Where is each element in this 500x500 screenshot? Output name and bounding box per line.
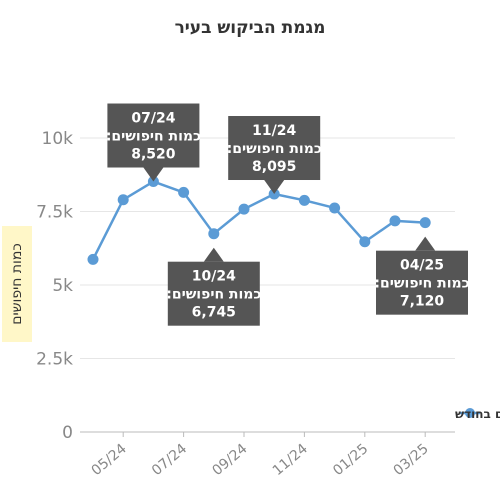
data-point [419,217,431,229]
tooltip-value: 6,745 [192,305,236,321]
tooltip-value: 8,095 [252,159,296,175]
data-point [389,215,401,227]
y-tick-label: 5k [52,276,73,296]
x-tick-label: 01/25 [330,441,371,479]
y-tick-label: 0 [62,423,73,443]
x-tick-label: 05/24 [89,441,130,479]
tooltip-box [376,250,468,315]
tooltip-date: 10/24 [192,269,236,285]
tooltip-pointer [203,247,224,262]
tooltip-label: כמות חיפושים: [227,141,322,157]
data-point [298,194,310,206]
data-point [329,202,341,214]
tooltip-label: כמות חיפושים: [166,287,261,303]
tooltip-box [107,103,200,168]
data-point [117,194,129,206]
x-tick-label: 03/25 [391,441,432,479]
tooltip-value: 7,120 [400,294,445,310]
tooltip-box [167,261,260,326]
legend-marker [465,408,475,418]
x-tick-label: 07/24 [149,441,190,479]
tooltip-box [228,116,321,181]
legend-label: חיפושים בחודש [455,407,500,421]
tooltip: 04/25 כמות חיפושים: 7,120 [374,236,470,315]
tooltip-label: כמות חיפושים: [106,129,201,145]
x-tick-label: 09/24 [209,441,250,479]
data-point [178,186,190,198]
series-line [91,180,426,260]
data-point [238,203,250,215]
data-point [87,253,99,265]
data-point [208,228,220,240]
tooltip-pointer [415,236,436,251]
tooltip-label: כמות חיפושים: [374,276,469,292]
tooltip-pointer [143,167,164,182]
tooltip-pointer [264,180,285,195]
y-tick-label: 2.5k [36,350,73,370]
y-tick-label: 7.5k [36,203,73,223]
tooltip: 11/24 כמות חיפושים: 8,095 [227,116,322,195]
y-axis-label-highlight [2,226,32,342]
x-tick-label: 11/24 [270,441,311,479]
chart-title: מגמת הביקוש בעיר [174,18,326,38]
y-tick-label: 10k [42,129,74,149]
tooltip-date: 04/25 [400,258,444,274]
tooltip-date: 11/24 [252,123,296,139]
tooltip-value: 8,520 [131,147,176,163]
tooltip-date: 07/24 [131,111,175,127]
data-point [359,236,371,248]
tooltip: 10/24 כמות חיפושים: 6,745 [166,247,261,326]
tooltip: 07/24 כמות חיפושים: 8,520 [106,103,201,182]
